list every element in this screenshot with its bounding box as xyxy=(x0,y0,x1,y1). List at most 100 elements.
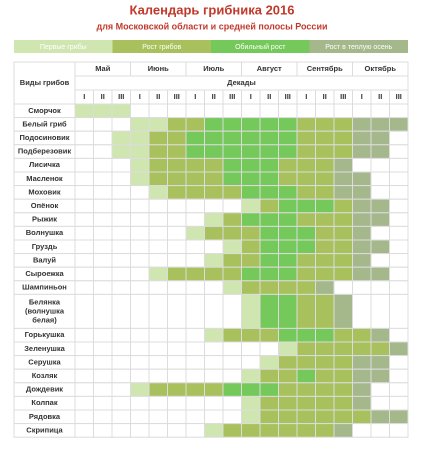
season-cell xyxy=(185,130,205,146)
season-cell xyxy=(278,144,298,159)
season-cell xyxy=(222,280,242,295)
season-cell xyxy=(111,382,131,397)
season-cell xyxy=(259,185,279,200)
decade-label: III xyxy=(118,92,124,101)
season-cell xyxy=(278,117,298,132)
season-cell xyxy=(130,117,150,132)
season-cell xyxy=(93,266,113,282)
season-cell xyxy=(315,157,335,173)
month-label: Июль xyxy=(203,64,224,73)
season-cell xyxy=(370,103,390,119)
season-cell xyxy=(278,157,298,173)
season-cell xyxy=(167,117,187,132)
season-cell xyxy=(222,368,242,384)
species-name: Белый гриб xyxy=(22,119,67,128)
season-cell xyxy=(93,382,113,397)
season-cell xyxy=(259,144,279,159)
season-cell xyxy=(278,409,298,425)
season-cell xyxy=(259,171,279,187)
season-cell xyxy=(74,225,94,241)
season-cell xyxy=(148,212,168,227)
season-cell xyxy=(278,327,298,343)
season-cell xyxy=(167,253,187,268)
season-cell xyxy=(148,157,168,173)
season-cell xyxy=(204,103,224,119)
species-name: Сыроежка xyxy=(25,269,64,278)
season-cell xyxy=(93,130,113,146)
season-cell xyxy=(389,144,409,159)
season-cell xyxy=(315,409,335,425)
season-cell xyxy=(352,103,372,119)
season-cell xyxy=(111,355,131,370)
season-cell xyxy=(93,117,113,132)
season-cell xyxy=(389,355,409,370)
season-cell xyxy=(315,382,335,397)
season-cell xyxy=(111,144,131,159)
species-name: Подберезовик xyxy=(18,147,72,156)
season-cell xyxy=(352,293,372,329)
legend-label: Рост в теплую осень xyxy=(325,44,392,51)
season-cell xyxy=(204,239,224,255)
season-cell xyxy=(93,423,113,438)
season-cell xyxy=(352,355,372,370)
species-header: Виды грибов xyxy=(20,78,70,87)
decade-label: II xyxy=(378,92,382,101)
season-cell xyxy=(333,293,353,329)
season-cell xyxy=(204,409,224,425)
season-cell xyxy=(204,225,224,241)
season-cell xyxy=(315,130,335,146)
decade-label: I xyxy=(361,92,363,101)
season-cell xyxy=(148,409,168,425)
season-cell xyxy=(204,280,224,295)
species-name: Валуй xyxy=(33,255,56,264)
season-cell xyxy=(389,423,409,438)
season-cell xyxy=(130,144,150,159)
season-cell xyxy=(167,212,187,227)
season-cell xyxy=(74,355,94,370)
season-cell xyxy=(74,395,94,411)
season-cell xyxy=(259,327,279,343)
season-cell xyxy=(204,198,224,214)
season-cell xyxy=(370,117,390,132)
season-cell xyxy=(204,327,224,343)
season-cell xyxy=(93,395,113,411)
season-cell xyxy=(111,185,131,200)
title: Календарь грибника 2016 xyxy=(129,2,294,17)
season-cell xyxy=(296,368,316,384)
season-cell xyxy=(222,212,242,227)
season-cell xyxy=(333,117,353,132)
season-cell xyxy=(352,157,372,173)
season-cell xyxy=(370,368,390,384)
season-cell xyxy=(241,423,261,438)
season-cell xyxy=(352,395,372,411)
season-cell xyxy=(93,212,113,227)
season-cell xyxy=(259,293,279,329)
season-cell xyxy=(185,225,205,241)
legend-swatch xyxy=(14,40,113,53)
season-cell xyxy=(111,253,131,268)
season-cell xyxy=(185,239,205,255)
season-cell xyxy=(111,157,131,173)
season-cell xyxy=(185,327,205,343)
species-name: Колпак xyxy=(31,398,57,407)
species-name: белая) xyxy=(32,315,57,324)
species-name: Козляк xyxy=(32,371,58,380)
season-cell xyxy=(333,198,353,214)
season-cell xyxy=(278,212,298,227)
season-cell xyxy=(222,382,242,397)
season-cell xyxy=(204,423,224,438)
season-cell xyxy=(315,327,335,343)
decade-label: III xyxy=(285,92,291,101)
decade-label: III xyxy=(396,92,402,101)
season-cell xyxy=(167,157,187,173)
season-cell xyxy=(167,171,187,187)
month-label: Июнь xyxy=(148,64,169,73)
season-cell xyxy=(241,171,261,187)
season-cell xyxy=(241,117,261,132)
season-cell xyxy=(315,171,335,187)
legend-swatch xyxy=(309,40,408,53)
season-cell xyxy=(259,117,279,132)
season-cell xyxy=(148,327,168,343)
season-cell xyxy=(148,266,168,282)
season-cell xyxy=(352,409,372,425)
